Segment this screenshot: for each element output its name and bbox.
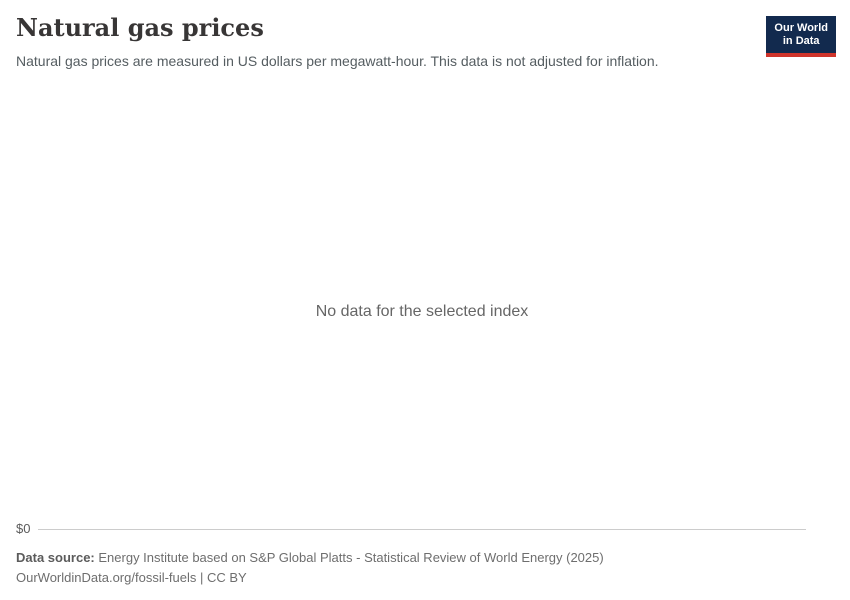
data-source-text: Energy Institute based on S&P Global Pla…: [98, 550, 604, 565]
owid-logo[interactable]: Our World in Data: [766, 16, 836, 57]
chart-subtitle: Natural gas prices are measured in US do…: [16, 53, 659, 69]
x-axis-line: [38, 529, 806, 530]
owid-url-link[interactable]: OurWorldinData.org/fossil-fuels: [16, 570, 197, 585]
chart-footer: Data source: Energy Institute based on S…: [16, 548, 834, 588]
no-data-message: No data for the selected index: [315, 303, 529, 320]
owid-logo-line2: in Data: [782, 35, 820, 47]
chart-title: Natural gas prices: [16, 13, 264, 42]
data-source-label: Data source:: [16, 550, 95, 565]
license-separator: |: [196, 570, 207, 585]
license-line: OurWorldinData.org/fossil-fuels | CC BY: [16, 568, 834, 588]
owid-logo-line1: Our World: [774, 22, 828, 34]
data-source-line: Data source: Energy Institute based on S…: [16, 548, 834, 568]
license-link[interactable]: CC BY: [207, 570, 247, 585]
y-axis-tick-label: $0: [16, 521, 31, 536]
